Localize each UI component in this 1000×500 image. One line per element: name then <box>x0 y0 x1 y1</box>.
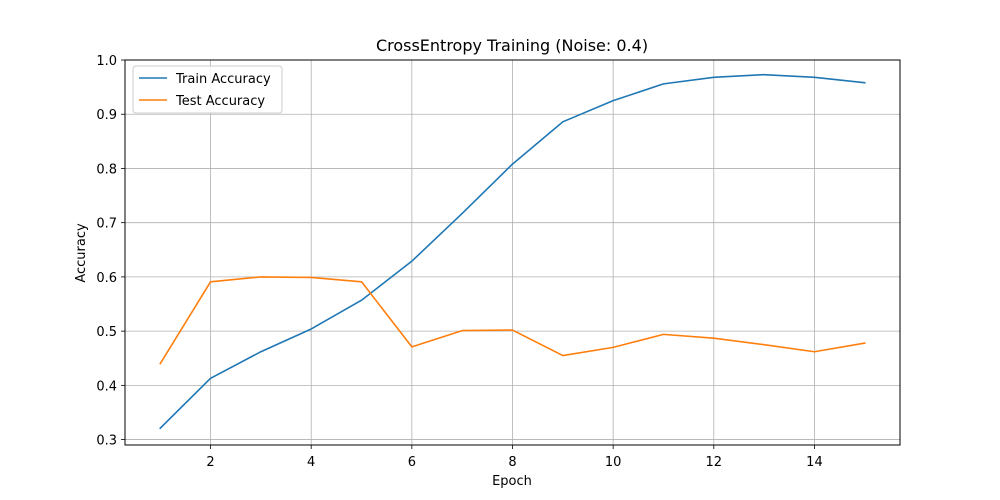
x-tick-label: 6 <box>408 455 416 470</box>
legend: Train Accuracy Test Accuracy <box>132 65 283 114</box>
legend-box <box>132 65 283 114</box>
y-tick-label: 0.7 <box>96 217 117 232</box>
x-tick-label: 12 <box>706 455 723 470</box>
x-axis: 2 4 6 8 10 12 14 <box>206 445 823 470</box>
y-tick-label: 1.0 <box>96 54 117 69</box>
x-tick-label: 14 <box>806 455 823 470</box>
legend-label: Test Accuracy <box>175 94 265 109</box>
y-tick-label: 0.5 <box>96 325 117 340</box>
x-tick-label: 4 <box>307 455 315 470</box>
x-tick-label: 10 <box>605 455 622 470</box>
y-axis: 0.3 0.4 0.5 0.6 0.7 0.8 0.9 1.0 <box>96 54 125 449</box>
y-axis-label: Accuracy <box>74 223 89 283</box>
y-tick-label: 0.9 <box>96 108 117 123</box>
series-layer <box>159 73 866 430</box>
grid <box>125 59 900 445</box>
x-tick-label: 2 <box>206 455 214 470</box>
x-axis-label: Epoch <box>492 474 532 489</box>
x-tick-label: 8 <box>508 455 516 470</box>
y-tick-label: 0.3 <box>96 434 117 449</box>
y-tick-label: 0.6 <box>96 271 117 286</box>
y-tick-label: 0.4 <box>96 379 117 394</box>
y-tick-label: 0.8 <box>96 162 117 177</box>
legend-label: Train Accuracy <box>175 72 271 87</box>
chart-title: CrossEntropy Training (Noise: 0.4) <box>376 36 648 55</box>
